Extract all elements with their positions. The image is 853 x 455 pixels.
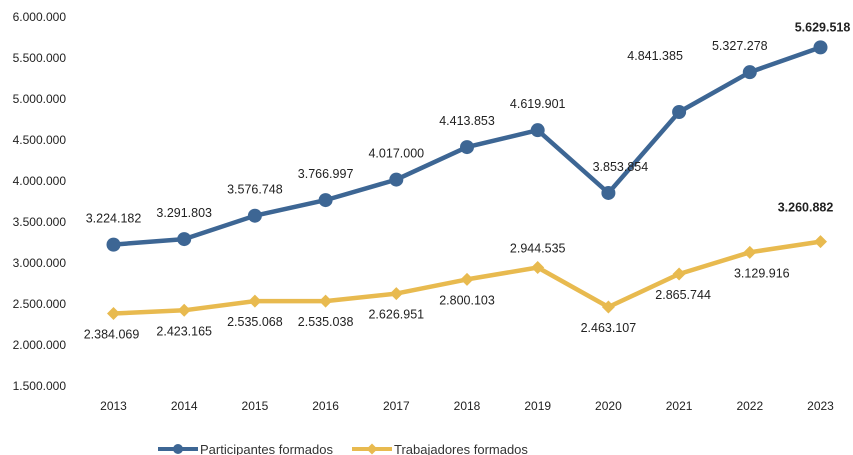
data-label-trabajadores: 2.865.744 bbox=[655, 288, 711, 302]
data-label-trabajadores: 2.800.103 bbox=[439, 293, 495, 307]
data-label-participantes: 5.629.518 bbox=[795, 20, 851, 34]
data-point-trabajadores bbox=[601, 300, 615, 314]
legend-marker-circle bbox=[173, 444, 183, 454]
y-axis: 1.500.000 2.000.000 2.500.000 3.000.000 3.50… bbox=[13, 10, 67, 393]
y-tick-label: 2.500.000 bbox=[13, 297, 67, 311]
data-point-participantes bbox=[813, 40, 828, 55]
data-point-trabajadores bbox=[743, 245, 757, 259]
data-label-participantes: 4.841.385 bbox=[627, 49, 683, 63]
data-point-trabajadores bbox=[319, 294, 333, 308]
x-tick-label: 2021 bbox=[666, 399, 693, 413]
data-labels: 3.224.182 3.291.803 3.576.748 3.766.997 4.01… bbox=[84, 20, 851, 341]
legend: Participantes formados Trabajadores forma… bbox=[158, 442, 528, 455]
data-point-trabajadores bbox=[177, 303, 191, 317]
data-label-participantes: 3.576.748 bbox=[227, 183, 283, 197]
x-tick-label: 2020 bbox=[595, 399, 622, 413]
x-axis: 2013 2014 2015 2016 2017 2018 2019 2020 2021 2022… bbox=[100, 399, 834, 413]
data-point-participantes bbox=[177, 232, 192, 247]
data-point-participantes bbox=[601, 185, 616, 200]
x-tick-label: 2016 bbox=[312, 399, 339, 413]
data-point-trabajadores bbox=[389, 287, 403, 301]
y-tick-label: 4.000.000 bbox=[13, 174, 67, 188]
data-point-trabajadores bbox=[107, 307, 120, 321]
data-label-participantes: 3.224.182 bbox=[86, 212, 142, 226]
data-label-participantes: 4.619.901 bbox=[510, 97, 566, 111]
data-label-trabajadores: 3.129.916 bbox=[734, 266, 790, 280]
x-tick-label: 2017 bbox=[383, 399, 410, 413]
legend-label: Trabajadores formados bbox=[394, 442, 528, 455]
y-tick-label: 4.500.000 bbox=[13, 133, 67, 147]
legend-label: Participantes formados bbox=[200, 442, 333, 455]
data-label-trabajadores: 2.423.165 bbox=[156, 324, 212, 338]
y-tick-label: 5.000.000 bbox=[13, 92, 67, 106]
data-point-participantes bbox=[460, 140, 474, 155]
data-label-trabajadores: 2.384.069 bbox=[84, 328, 140, 342]
y-tick-label: 2.000.000 bbox=[13, 338, 67, 352]
data-point-participantes bbox=[672, 105, 687, 120]
data-label-participantes: 3.766.997 bbox=[298, 167, 354, 181]
x-tick-label: 2015 bbox=[242, 399, 269, 413]
data-label-participantes: 3.291.803 bbox=[156, 206, 212, 220]
data-label-trabajadores: 3.260.882 bbox=[778, 201, 834, 215]
y-tick-label: 3.000.000 bbox=[13, 256, 67, 270]
data-point-participantes bbox=[247, 208, 262, 223]
series-layer bbox=[106, 40, 828, 321]
data-point-trabajadores bbox=[814, 235, 827, 249]
data-point-participantes bbox=[530, 123, 545, 138]
y-tick-label: 3.500.000 bbox=[13, 215, 67, 229]
data-point-trabajadores bbox=[460, 272, 474, 286]
data-point-participantes bbox=[389, 172, 404, 187]
x-tick-label: 2023 bbox=[807, 399, 834, 413]
x-tick-label: 2014 bbox=[171, 399, 198, 413]
x-tick-label: 2019 bbox=[524, 399, 551, 413]
x-tick-label: 2018 bbox=[454, 399, 481, 413]
data-point-participantes bbox=[742, 65, 757, 80]
data-point-trabajadores bbox=[672, 267, 686, 281]
y-tick-label: 5.500.000 bbox=[13, 51, 67, 65]
y-tick-label: 6.000.000 bbox=[13, 10, 67, 24]
data-point-participantes bbox=[106, 237, 121, 252]
data-label-trabajadores: 2.626.951 bbox=[368, 308, 424, 322]
x-tick-label: 2013 bbox=[100, 399, 127, 413]
data-label-participantes: 4.413.853 bbox=[439, 114, 495, 128]
data-label-trabajadores: 2.944.535 bbox=[510, 242, 566, 256]
data-label-participantes: 4.017.000 bbox=[368, 147, 424, 161]
data-label-trabajadores: 2.463.107 bbox=[581, 321, 637, 335]
data-label-trabajadores: 2.535.038 bbox=[298, 315, 354, 329]
data-label-participantes: 5.327.278 bbox=[712, 39, 768, 53]
data-point-participantes bbox=[318, 193, 333, 208]
x-tick-label: 2022 bbox=[736, 399, 763, 413]
y-tick-label: 1.500.000 bbox=[13, 379, 67, 393]
legend-marker-diamond bbox=[366, 443, 378, 455]
data-point-trabajadores bbox=[531, 261, 545, 275]
data-point-trabajadores bbox=[248, 294, 262, 308]
data-label-trabajadores: 2.535.068 bbox=[227, 315, 283, 329]
data-label-participantes: 3.853.854 bbox=[593, 160, 649, 174]
